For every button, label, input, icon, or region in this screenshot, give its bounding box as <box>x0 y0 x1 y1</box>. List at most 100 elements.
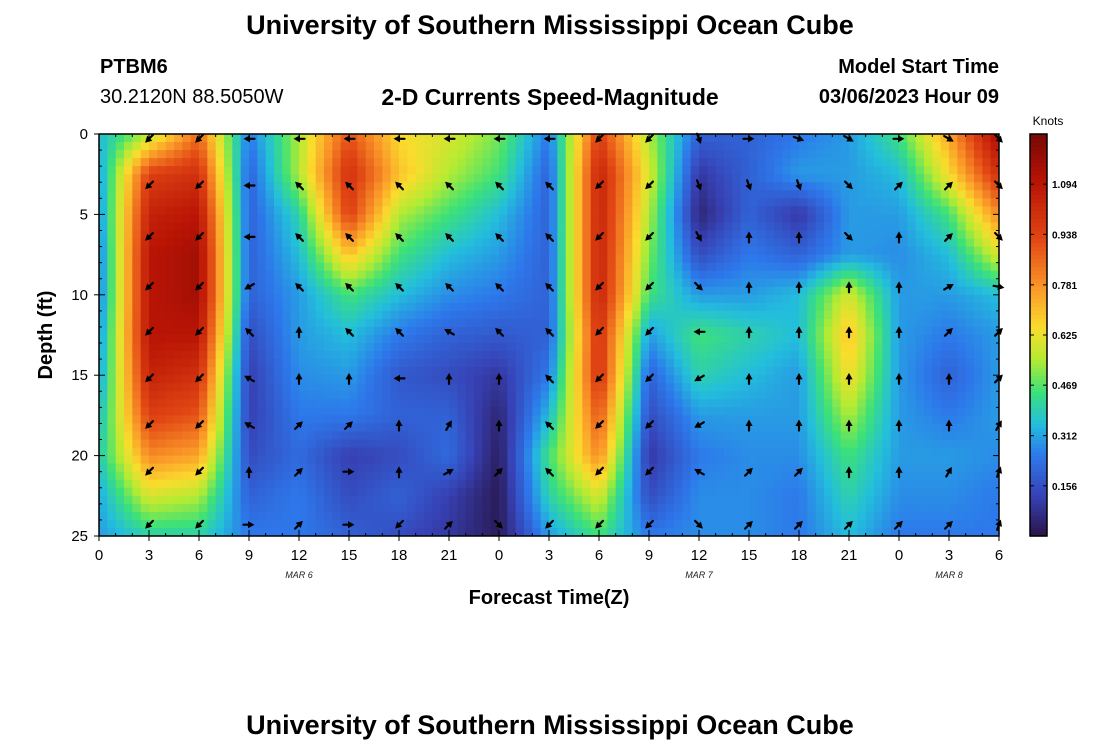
heatmap-cell <box>599 286 608 296</box>
heatmap-cell <box>507 351 517 360</box>
heatmap-cell <box>749 222 758 232</box>
heatmap-cell <box>765 431 775 441</box>
heatmap-cell <box>415 190 425 199</box>
heatmap-cell <box>715 399 725 408</box>
heatmap-cell <box>924 343 933 352</box>
heatmap-cell <box>665 415 675 425</box>
heatmap-cell <box>640 214 650 224</box>
heatmap-cell <box>315 302 325 312</box>
heatmap-cell <box>399 439 408 449</box>
heatmap-cell <box>190 262 200 272</box>
heatmap-cell <box>540 375 550 384</box>
heatmap-cell <box>749 310 758 320</box>
heatmap-cell <box>640 391 650 400</box>
heatmap-cell <box>232 375 242 384</box>
heatmap-cell <box>499 278 508 288</box>
heatmap-cell <box>965 174 975 183</box>
heatmap-cell <box>474 447 483 457</box>
heatmap-cell <box>315 230 325 240</box>
heatmap-cell <box>357 278 367 288</box>
heatmap-cell <box>382 246 392 256</box>
heatmap-cell <box>332 158 342 167</box>
heatmap-cell <box>415 134 425 143</box>
heatmap-cell <box>715 142 725 151</box>
heatmap-cell <box>649 174 658 183</box>
heatmap-cell <box>457 134 467 143</box>
heatmap-cell <box>974 214 983 224</box>
heatmap-cell <box>190 302 200 312</box>
heatmap-cell <box>132 278 142 288</box>
heatmap-cell <box>524 310 533 320</box>
heatmap-cell <box>882 166 892 175</box>
heatmap-cell <box>207 238 217 248</box>
heatmap-cell <box>157 318 167 328</box>
heatmap-cell <box>532 214 542 224</box>
heatmap-cell <box>290 254 300 264</box>
heatmap-cell <box>282 262 292 272</box>
heatmap-cell <box>140 383 150 392</box>
heatmap-cell <box>157 246 167 256</box>
heatmap-cell <box>524 158 533 167</box>
heatmap-cell <box>940 270 950 280</box>
heatmap-cell <box>790 302 800 312</box>
heatmap-cell <box>499 439 508 449</box>
heatmap-cell <box>457 238 467 248</box>
heatmap-cell <box>865 343 875 352</box>
heatmap-cell <box>465 423 475 433</box>
heatmap-cell <box>407 367 417 376</box>
heatmap-cell <box>749 343 758 352</box>
heatmap-cell <box>324 431 333 441</box>
heatmap-cell <box>615 439 625 449</box>
heatmap-cell <box>982 294 992 304</box>
heatmap-cell <box>165 182 175 191</box>
heatmap-cell <box>207 407 217 416</box>
heatmap-cell <box>690 286 700 296</box>
heatmap-cell <box>607 150 617 159</box>
heatmap-cell <box>907 479 917 489</box>
heatmap-cell <box>907 399 917 408</box>
heatmap-cell <box>582 278 592 288</box>
heatmap-cell <box>965 302 975 312</box>
heatmap-cell <box>674 383 683 392</box>
heatmap-cell <box>124 214 133 224</box>
heatmap-cell <box>690 174 700 183</box>
heatmap-cell <box>265 134 275 143</box>
heatmap-cell <box>224 487 233 497</box>
heatmap-cell <box>599 399 608 408</box>
heatmap-cell <box>232 383 242 392</box>
heatmap-cell <box>257 286 267 296</box>
heatmap-cell <box>607 431 617 441</box>
heatmap-cell <box>115 431 125 441</box>
heatmap-cell <box>432 206 442 215</box>
heatmap-cell <box>640 487 650 497</box>
heatmap-cell <box>732 463 742 473</box>
heatmap-cell <box>699 174 708 183</box>
heatmap-cell <box>949 190 958 199</box>
heatmap-cell <box>532 463 542 473</box>
heatmap-cell <box>774 367 783 376</box>
heatmap-cell <box>124 190 133 199</box>
heatmap-cell <box>824 134 833 143</box>
heatmap-cell <box>349 246 358 256</box>
heatmap-cell <box>890 254 900 264</box>
heatmap-cell <box>832 214 842 224</box>
heatmap-cell <box>307 262 317 272</box>
heatmap-cell <box>615 206 625 215</box>
heatmap-cell <box>399 351 408 360</box>
heatmap-cell <box>257 214 267 224</box>
heatmap-cell <box>815 286 825 296</box>
heatmap-cell <box>340 487 350 497</box>
heatmap-cell <box>199 198 208 207</box>
heatmap-cell <box>774 230 783 240</box>
heatmap-cell <box>349 455 358 465</box>
heatmap-cell <box>415 206 425 215</box>
heatmap-cell <box>707 447 717 457</box>
heatmap-cell <box>374 310 383 320</box>
heatmap-cell <box>282 230 292 240</box>
heatmap-cell <box>232 270 242 280</box>
heatmap-cell <box>674 495 683 505</box>
heatmap-cell <box>949 238 958 248</box>
heatmap-cell <box>407 431 417 441</box>
heatmap-cell <box>724 423 733 433</box>
heatmap-cell <box>115 375 125 384</box>
